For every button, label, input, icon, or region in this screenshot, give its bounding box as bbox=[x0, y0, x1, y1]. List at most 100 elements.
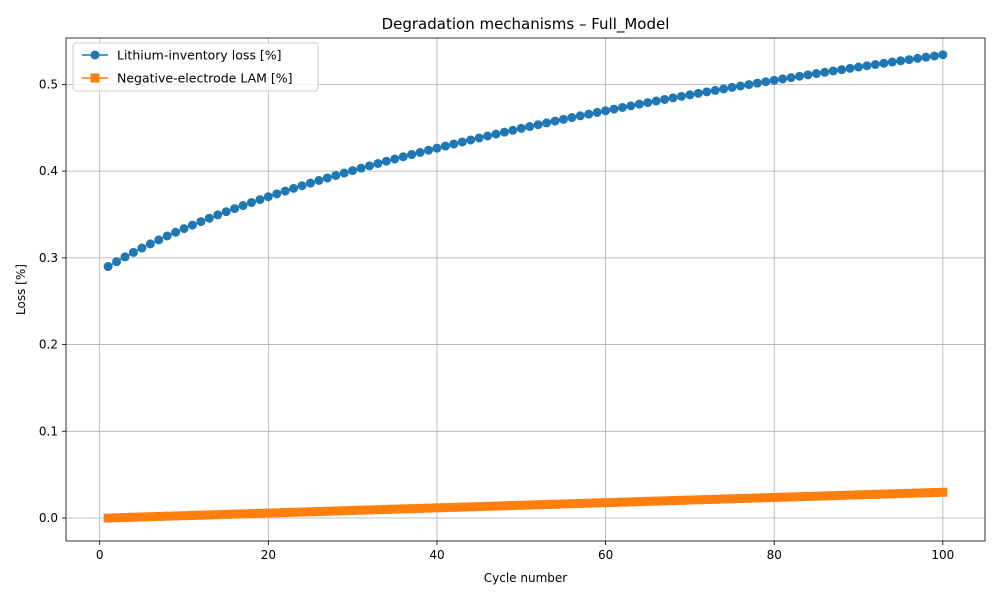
data-point-lithium-inventory-loss bbox=[112, 257, 122, 267]
data-point-lithium-inventory-loss bbox=[676, 91, 686, 101]
data-point-negative-electrode-lam bbox=[601, 498, 611, 508]
x-tick-label: 60 bbox=[598, 548, 613, 562]
data-point-negative-electrode-lam bbox=[246, 509, 256, 519]
data-point-negative-electrode-lam bbox=[567, 499, 577, 509]
data-point-lithium-inventory-loss bbox=[483, 131, 493, 141]
x-tick-label: 40 bbox=[429, 548, 444, 562]
data-point-negative-electrode-lam bbox=[398, 504, 408, 514]
data-point-negative-electrode-lam bbox=[643, 496, 653, 506]
data-point-lithium-inventory-loss bbox=[120, 252, 130, 262]
data-point-lithium-inventory-loss bbox=[558, 114, 568, 124]
data-point-negative-electrode-lam bbox=[786, 492, 796, 502]
data-point-negative-electrode-lam bbox=[112, 513, 122, 523]
data-point-negative-electrode-lam bbox=[778, 492, 788, 502]
data-point-negative-electrode-lam bbox=[221, 509, 231, 519]
data-point-lithium-inventory-loss bbox=[516, 123, 526, 133]
data-point-lithium-inventory-loss bbox=[601, 106, 611, 116]
data-point-lithium-inventory-loss bbox=[550, 116, 560, 126]
data-point-lithium-inventory-loss bbox=[432, 143, 442, 153]
data-point-lithium-inventory-loss bbox=[727, 82, 737, 92]
plot-area-frame bbox=[65, 37, 986, 542]
data-point-negative-electrode-lam bbox=[744, 493, 754, 503]
data-point-lithium-inventory-loss bbox=[862, 61, 872, 71]
data-point-negative-electrode-lam bbox=[230, 509, 240, 519]
data-point-negative-electrode-lam bbox=[693, 495, 703, 505]
data-point-lithium-inventory-loss bbox=[769, 75, 779, 85]
y-tick-label: 0.1 bbox=[39, 424, 58, 438]
data-point-lithium-inventory-loss bbox=[887, 57, 897, 67]
data-point-negative-electrode-lam bbox=[685, 495, 695, 505]
data-point-lithium-inventory-loss bbox=[896, 56, 906, 66]
data-point-lithium-inventory-loss bbox=[331, 170, 341, 180]
tick-layer: 0 20 40 60 80 100 0.0 0.1 0.2 0.3 0.4 0.5 bbox=[39, 77, 954, 562]
data-point-lithium-inventory-loss bbox=[735, 81, 745, 91]
data-point-negative-electrode-lam bbox=[508, 501, 518, 511]
data-point-lithium-inventory-loss bbox=[238, 201, 248, 211]
data-point-negative-electrode-lam bbox=[803, 491, 813, 501]
data-point-negative-electrode-lam bbox=[870, 489, 880, 499]
chart-title: Degradation mechanisms – Full_Model bbox=[382, 15, 670, 34]
data-point-lithium-inventory-loss bbox=[508, 125, 518, 135]
data-point-negative-electrode-lam bbox=[137, 512, 147, 522]
data-point-lithium-inventory-loss bbox=[187, 220, 197, 230]
data-point-lithium-inventory-loss bbox=[651, 96, 661, 106]
data-point-negative-electrode-lam bbox=[196, 510, 206, 520]
data-point-lithium-inventory-loss bbox=[702, 87, 712, 97]
data-point-negative-electrode-lam bbox=[626, 497, 636, 507]
data-point-negative-electrode-lam bbox=[845, 490, 855, 500]
data-point-lithium-inventory-loss bbox=[828, 66, 838, 76]
data-point-lithium-inventory-loss bbox=[879, 58, 889, 68]
data-point-lithium-inventory-loss bbox=[356, 163, 366, 173]
data-point-negative-electrode-lam bbox=[128, 512, 138, 522]
data-point-lithium-inventory-loss bbox=[154, 235, 164, 245]
data-point-lithium-inventory-loss bbox=[289, 183, 299, 193]
data-point-negative-electrode-lam bbox=[609, 497, 619, 507]
data-point-lithium-inventory-loss bbox=[306, 178, 316, 188]
data-point-lithium-inventory-loss bbox=[811, 69, 821, 79]
data-point-lithium-inventory-loss bbox=[381, 156, 391, 166]
data-point-negative-electrode-lam bbox=[913, 488, 923, 498]
data-point-lithium-inventory-loss bbox=[255, 195, 265, 205]
data-point-lithium-inventory-loss bbox=[162, 231, 172, 241]
data-point-negative-electrode-lam bbox=[449, 502, 459, 512]
data-point-negative-electrode-lam bbox=[314, 507, 324, 517]
data-point-lithium-inventory-loss bbox=[786, 73, 796, 83]
data-point-negative-electrode-lam bbox=[348, 505, 358, 515]
data-point-lithium-inventory-loss bbox=[693, 88, 703, 98]
data-point-lithium-inventory-loss bbox=[752, 78, 762, 88]
legend-box bbox=[72, 42, 319, 92]
data-point-negative-electrode-lam bbox=[854, 490, 864, 500]
data-point-negative-electrode-lam bbox=[171, 511, 181, 521]
data-point-lithium-inventory-loss bbox=[373, 158, 383, 168]
data-point-lithium-inventory-loss bbox=[913, 53, 923, 63]
legend-marker-negative-electrode-lam bbox=[90, 73, 100, 83]
data-point-negative-electrode-lam bbox=[289, 507, 299, 517]
data-point-lithium-inventory-loss bbox=[592, 107, 602, 117]
legend-label-negative-electrode-lam: Negative-electrode LAM [%] bbox=[117, 71, 293, 86]
data-point-lithium-inventory-loss bbox=[795, 71, 805, 81]
data-point-lithium-inventory-loss bbox=[820, 67, 830, 77]
data-point-lithium-inventory-loss bbox=[938, 50, 948, 60]
data-point-negative-electrode-lam bbox=[761, 493, 771, 503]
data-point-negative-electrode-lam bbox=[795, 492, 805, 502]
data-point-lithium-inventory-loss bbox=[710, 85, 720, 95]
x-tick-label: 20 bbox=[261, 548, 276, 562]
data-point-negative-electrode-lam bbox=[676, 495, 686, 505]
data-point-lithium-inventory-loss bbox=[744, 80, 754, 90]
data-point-negative-electrode-lam bbox=[921, 488, 931, 498]
data-point-negative-electrode-lam bbox=[263, 508, 273, 518]
y-tick-label: 0.5 bbox=[39, 77, 58, 91]
data-point-negative-electrode-lam bbox=[213, 510, 223, 520]
data-point-negative-electrode-lam bbox=[306, 507, 316, 517]
data-point-negative-electrode-lam bbox=[238, 509, 248, 519]
data-point-lithium-inventory-loss bbox=[449, 139, 459, 149]
data-point-negative-electrode-lam bbox=[120, 512, 130, 522]
data-point-negative-electrode-lam bbox=[634, 497, 644, 507]
data-point-lithium-inventory-loss bbox=[221, 207, 231, 217]
data-point-negative-electrode-lam bbox=[322, 506, 332, 516]
data-point-lithium-inventory-loss bbox=[626, 101, 636, 111]
data-point-lithium-inventory-loss bbox=[761, 77, 771, 87]
data-point-negative-electrode-lam bbox=[466, 502, 476, 512]
data-point-lithium-inventory-loss bbox=[609, 104, 619, 114]
